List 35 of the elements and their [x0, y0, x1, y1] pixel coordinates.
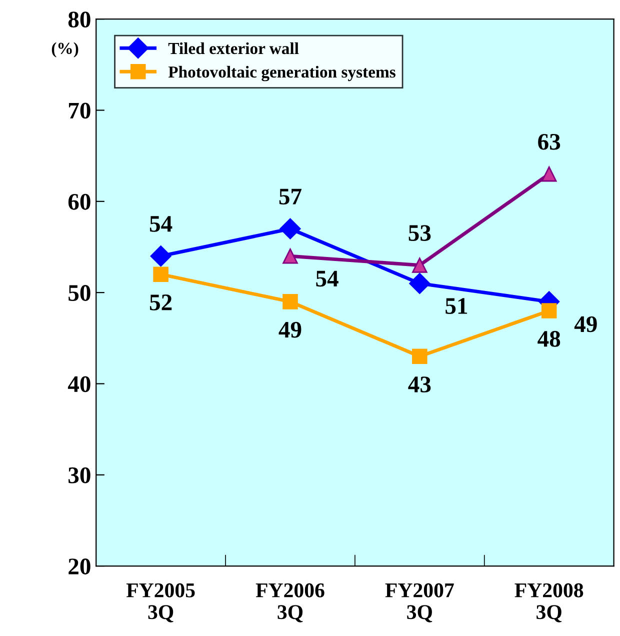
data-label: 51 — [446, 298, 468, 314]
point — [409, 272, 430, 294]
point — [153, 266, 168, 282]
data-label: 49 — [574, 316, 597, 332]
point — [282, 248, 298, 264]
data-label: 57 — [279, 188, 302, 205]
point — [541, 303, 557, 318]
legend-label: Photovoltaic generation systems — [168, 66, 396, 82]
point — [541, 166, 557, 182]
data-label: 49 — [278, 322, 302, 338]
y-tick-label: 70 — [68, 102, 90, 119]
y-tick-label: 30 — [68, 467, 90, 484]
point — [150, 246, 172, 267]
y-tick-label: 80 — [68, 12, 90, 28]
data-label: 54 — [316, 270, 338, 287]
point — [280, 218, 301, 240]
point — [412, 348, 428, 364]
x-tick-label: FY2005 3Q — [126, 583, 195, 622]
x-tick-label: FY2007 3Q — [385, 583, 454, 622]
point — [282, 294, 298, 310]
data-label: 43 — [408, 376, 431, 392]
y-tick-label: 20 — [68, 558, 90, 574]
x-tick-label: FY2006 3Q — [256, 583, 324, 622]
y-tick-label: 60 — [68, 194, 90, 210]
y-tick-label: 40 — [68, 376, 90, 392]
data-label: 48 — [538, 330, 560, 347]
y-axis-title: (%) — [52, 42, 78, 58]
data-label: 63 — [538, 134, 560, 150]
data-label: 53 — [408, 225, 431, 241]
point — [412, 258, 428, 273]
y-tick-label: 50 — [68, 285, 90, 301]
x-tick-label: FY2008 3Q — [514, 583, 584, 622]
legend-label: Tiled exterior wall — [168, 42, 299, 54]
data-label: 52 — [150, 294, 172, 310]
data-label: 54 — [150, 216, 172, 232]
